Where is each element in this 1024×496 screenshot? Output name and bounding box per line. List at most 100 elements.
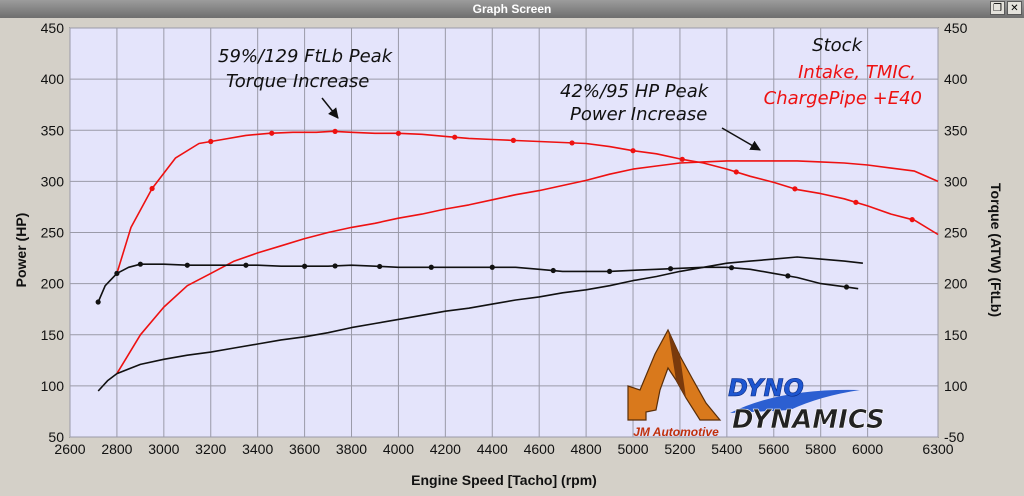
annotation-torque: 59%/129 FtLb Peak Torque Increase [218,46,394,119]
annotation-text: Power Increase [570,104,707,125]
series-point [550,267,556,274]
y2-tick-label: 350 [944,122,968,138]
x-tick-label: 4000 [383,441,414,457]
dyno-chart: 2600 2800 3000 3200 3400 3600 3800 4000 4200 4400… [13,20,1004,488]
x-tick-label: 3600 [289,441,320,457]
y2-tick-label: -50 [944,429,964,445]
dyno-logo-line2: DYNAMICS [732,405,885,435]
series-point [843,284,850,290]
y-tick-label: 100 [41,378,65,394]
y2-tick-label: 150 [944,327,968,343]
x-tick-label: 2600 [54,441,85,457]
x-axis-label: Engine Speed [Tacho] (rpm) [411,472,597,488]
annotation-text: 59%/129 FtLb Peak [218,46,394,67]
series-point [377,263,383,270]
y2-tick-label: 100 [944,378,968,394]
annotation-text: 42%/95 HP Peak [560,81,710,102]
jm-peak-shadow [668,330,686,398]
y-tick-label: 150 [41,327,65,343]
series-line-3 [97,256,863,392]
legend-entry: Stock [812,35,863,56]
series-point [606,268,613,274]
dyno-logo-line1: DYNO [728,374,804,402]
series-point [428,264,434,270]
y-tick-label: 450 [41,20,65,36]
y2-tick-label: 400 [944,71,968,87]
x-tick-label: 6300 [922,441,953,457]
legend-entry: ChargePipe +E40 [764,88,922,109]
y-tick-label: 50 [48,429,64,445]
series-point [853,199,859,205]
y-tick-label: 250 [41,225,65,241]
dyno-dynamics-logo: DYNO DYNAMICS [728,374,885,436]
restore-icon[interactable]: ❐ [990,1,1005,15]
series-point [301,263,308,269]
x-tick-label: 2800 [101,441,132,457]
series-point [510,137,516,143]
series-point [785,273,791,279]
y-axis-label: Power (HP) [13,213,29,288]
x-tick-label: 5200 [664,441,695,457]
series-point [114,270,120,276]
window-buttons: ❐ ✕ [990,1,1022,15]
series-point [149,185,155,192]
x-tick-label: 3800 [336,441,367,457]
close-icon[interactable]: ✕ [1007,1,1022,15]
series-point [184,262,190,268]
series-point [332,263,338,269]
window-titlebar: Graph Screen ❐ ✕ [0,0,1024,18]
jm-mountain-mark [627,328,722,421]
x-tick-label: 4600 [524,441,555,457]
x-tick-label: 4200 [430,441,461,457]
annotation-arrow [321,97,339,119]
series-point [909,217,915,223]
legend-entry: Intake, TMIC, [798,62,916,83]
jm-logo-text: JM Automotive [633,425,719,439]
series-point [137,261,143,267]
series-point [208,138,214,145]
y2-tick-label: 200 [944,276,968,292]
series-layer [95,128,939,392]
x-tick-label: 5400 [711,441,742,457]
x-tick-label: 6000 [852,441,883,457]
x-tick-label: 3000 [148,441,179,457]
series-point [95,299,101,305]
series-point [243,262,249,268]
series-point [728,265,735,271]
y-tick-label: 350 [41,122,65,138]
series-line-1 [116,160,939,375]
y-tick-labels: 50 100 150 200 250 300 350 400 450 [41,20,65,445]
legend: Stock Intake, TMIC, ChargePipe +E40 [764,35,922,109]
x-tick-label: 3200 [195,441,226,457]
annotation-text: Torque Increase [226,71,369,92]
x-tick-label: 5600 [758,441,789,457]
y2-tick-label: 300 [944,173,968,189]
series-point [667,266,674,272]
series-point [569,140,575,146]
x-tick-label: 3400 [242,441,273,457]
window-title: Graph Screen [472,2,552,16]
series-point [452,134,458,140]
series-point [679,156,685,162]
series-point [269,130,275,136]
x-tick-label: 4800 [571,441,602,457]
y-tick-label: 300 [41,173,65,189]
jm-automotive-logo: JM Automotive [627,328,722,439]
x-tick-labels: 2600 2800 3000 3200 3400 3600 3800 4000 4200 4400… [54,441,953,457]
series-point [332,128,338,135]
x-tick-label: 4400 [477,441,508,457]
x-tick-label: 5800 [805,441,836,457]
y2-tick-label: 450 [944,20,968,36]
grid-lines [69,27,939,438]
y-tick-label: 200 [41,276,65,292]
annotation-power: 42%/95 HP Peak Power Increase [560,81,761,151]
x-tick-label: 5000 [617,441,648,457]
series-point [733,169,739,175]
annotation-arrow [721,127,761,151]
series-point [489,264,495,270]
series-point [395,130,402,136]
y2-tick-label: 250 [944,225,968,241]
series-point [792,186,798,192]
y2-tick-labels: -50 100 150 200 250 300 350 400 450 [944,20,968,445]
dyno-swoosh [730,389,860,413]
